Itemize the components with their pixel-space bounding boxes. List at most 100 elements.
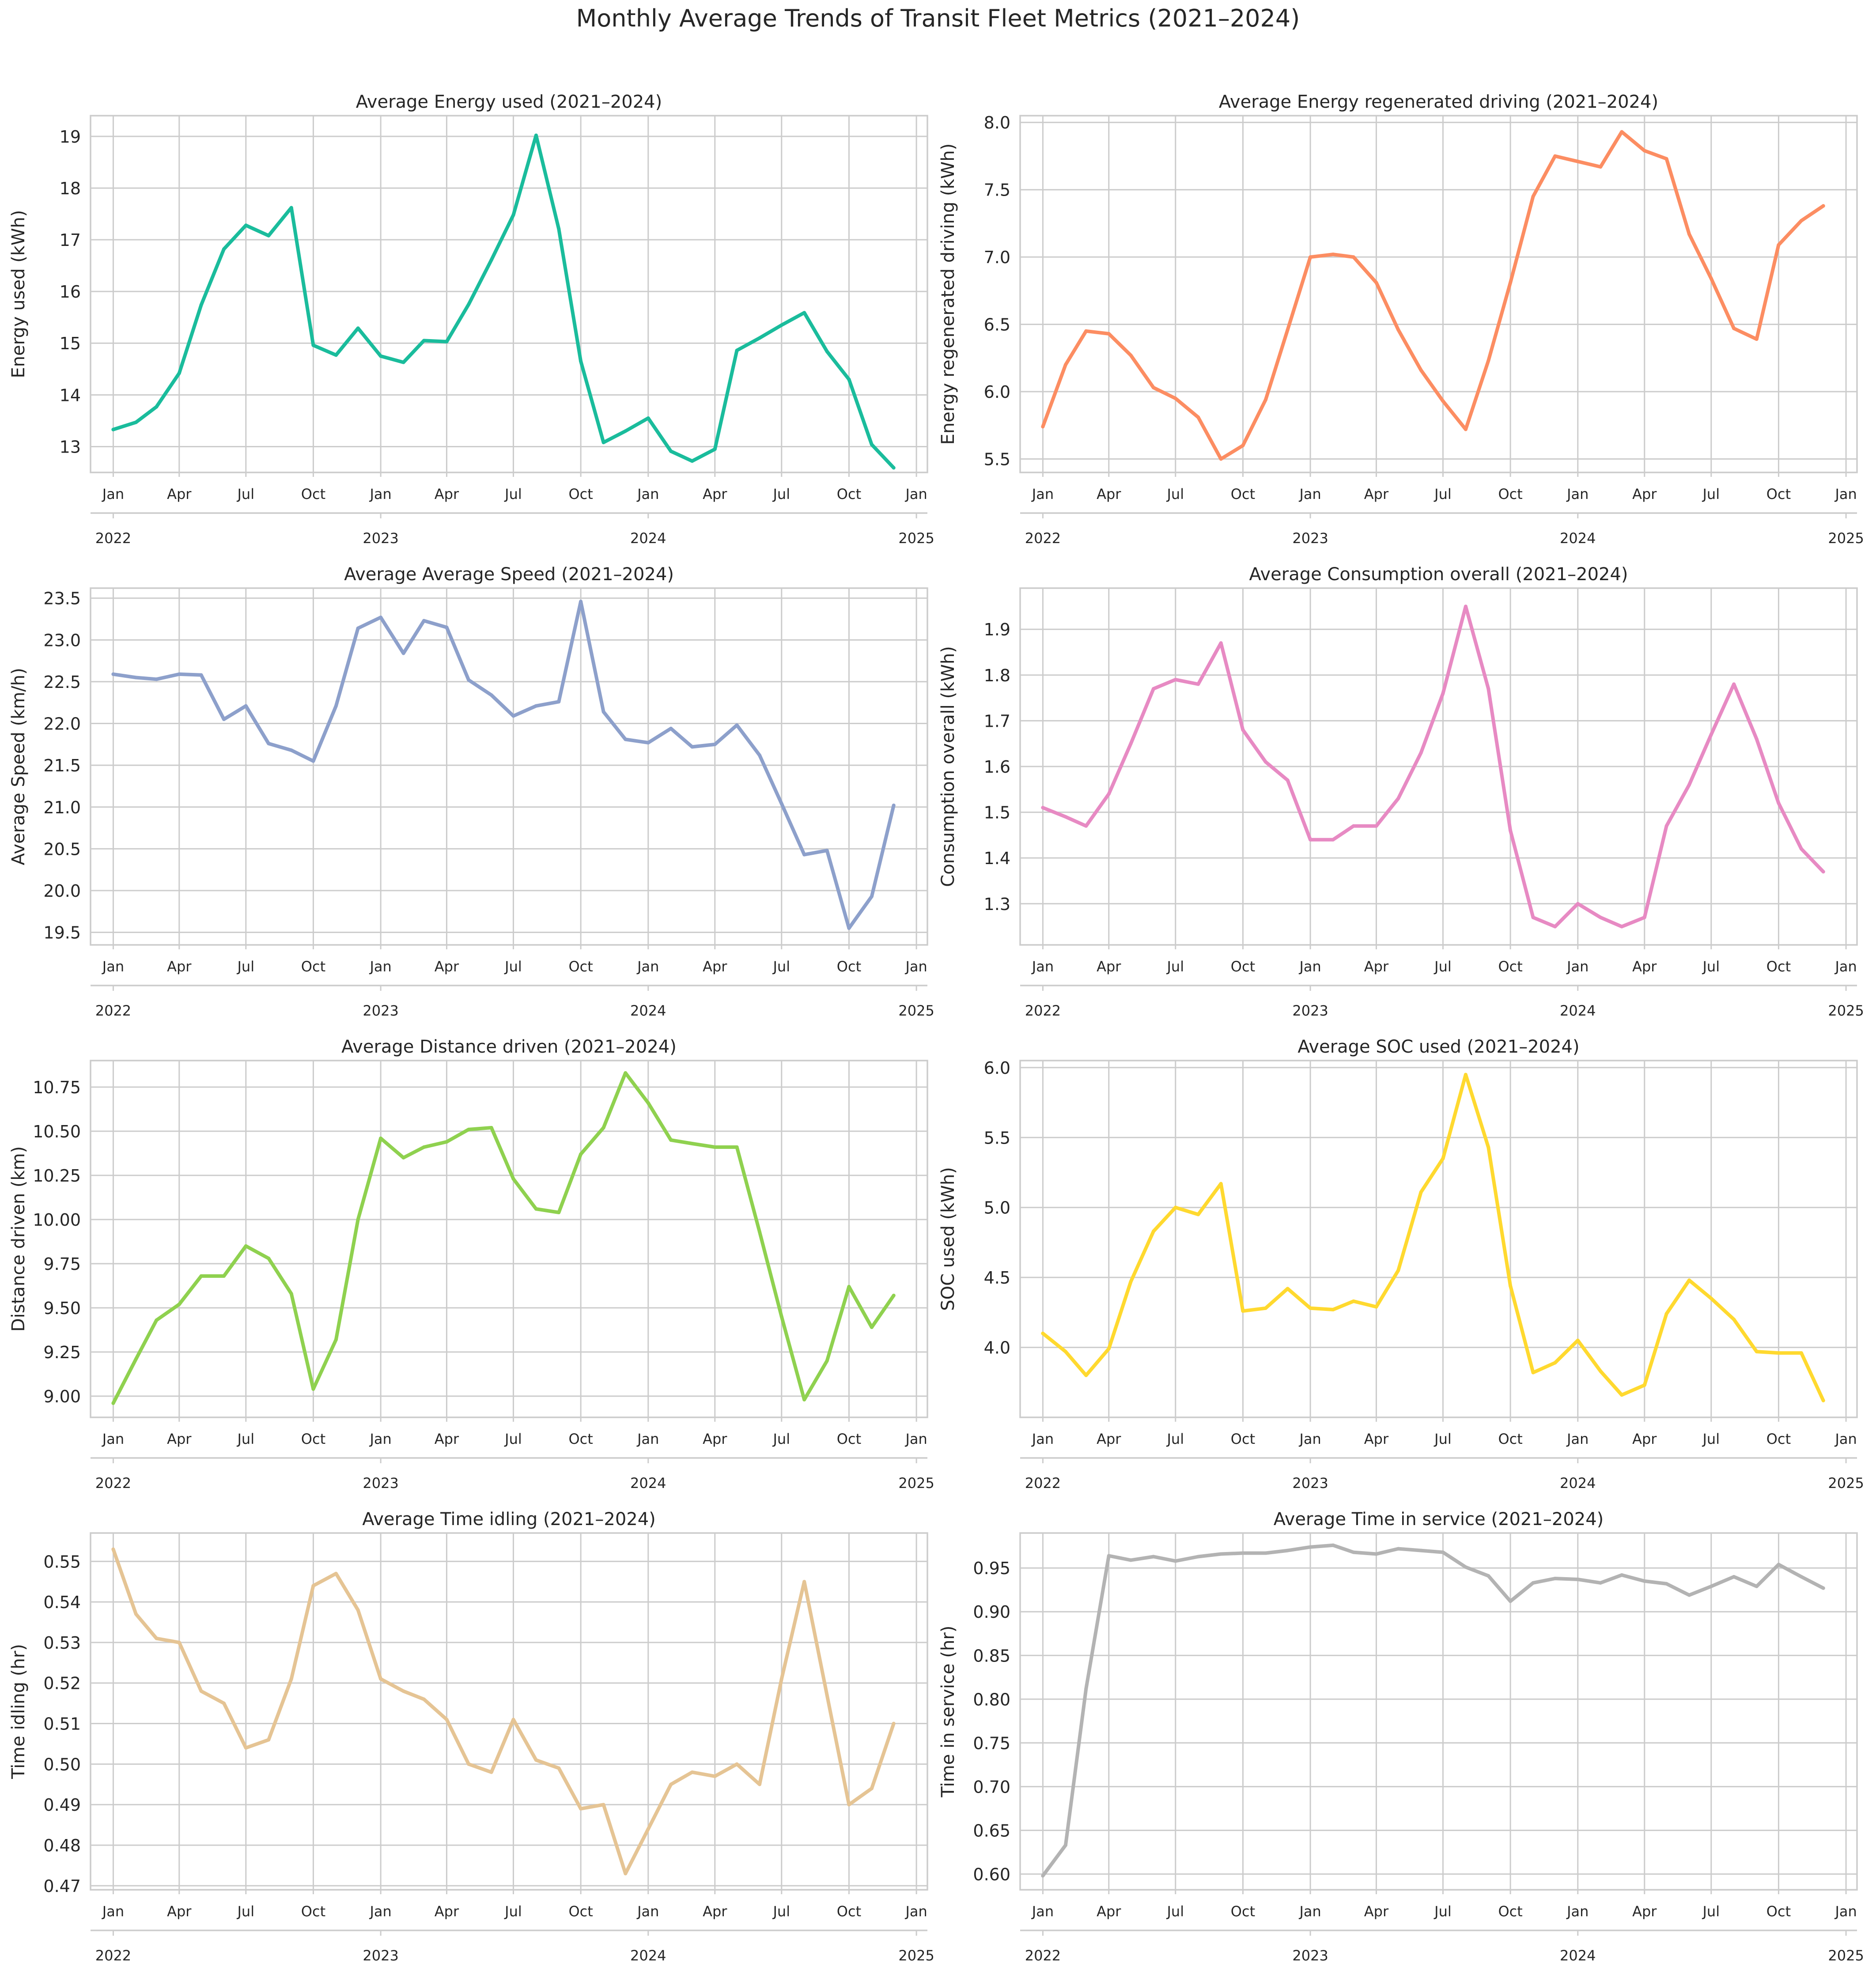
- y-tick-label: 23.0: [43, 631, 81, 650]
- data-point: [445, 1140, 449, 1144]
- y-tick-label: 0.70: [973, 1777, 1010, 1797]
- data-point: [422, 619, 426, 623]
- figure-title: Monthly Average Trends of Transit Fleet …: [576, 4, 1300, 32]
- data-point: [870, 1786, 874, 1790]
- data-point: [825, 849, 829, 853]
- data-point: [1084, 824, 1088, 828]
- y-tick-label: 4.0: [984, 1338, 1010, 1358]
- data-point: [779, 802, 783, 806]
- x-month-tick-label: Apr: [167, 958, 192, 975]
- series-line: [1041, 1072, 1825, 1402]
- data-point: [244, 704, 248, 708]
- x-year-tick-label: 2025: [898, 1947, 934, 1964]
- x-year-tick-label: 2022: [1025, 1002, 1061, 1019]
- data-point: [356, 626, 360, 630]
- data-point: [690, 745, 694, 749]
- data-point: [1620, 925, 1624, 929]
- y-axis-label: Time idling (hr): [8, 1644, 29, 1779]
- y-tick-label: 0.65: [973, 1821, 1010, 1840]
- x-month-tick-label: Apr: [1364, 958, 1389, 975]
- x-month-tick-label: Jul: [1702, 1431, 1720, 1447]
- data-point: [1464, 1072, 1468, 1076]
- x-month-tick-label: Apr: [435, 486, 459, 502]
- data-point: [1419, 751, 1423, 755]
- data-point: [1709, 276, 1713, 280]
- x-year-tick-label: 2025: [898, 1002, 934, 1019]
- data-point: [445, 1718, 449, 1722]
- data-point: [379, 616, 383, 619]
- subplot-title: Average Consumption overall (2021–2024): [1249, 564, 1628, 585]
- x-month-tick-label: Jan: [1031, 958, 1054, 975]
- x-month-tick-label: Jul: [504, 958, 522, 975]
- x-month-tick-label: Jul: [504, 1431, 522, 1447]
- data-point: [155, 677, 159, 681]
- data-point: [1196, 682, 1200, 686]
- data-point: [1531, 194, 1535, 198]
- data-point: [401, 651, 405, 655]
- data-point: [177, 1303, 181, 1306]
- data-point: [1173, 1559, 1177, 1563]
- data-point: [1331, 253, 1335, 257]
- plot-frame: [1019, 1060, 1858, 1418]
- data-point: [1152, 385, 1155, 389]
- data-point: [1219, 1182, 1223, 1186]
- data-point: [155, 405, 159, 409]
- x-month-tick-label: Jul: [504, 1903, 522, 1920]
- x-month-tick-label: Apr: [1097, 958, 1121, 975]
- y-tick-label: 0.60: [973, 1865, 1010, 1884]
- x-month-tick-label: Apr: [703, 486, 727, 502]
- subplot-6: Average SOC used (2021–2024) 4.0 4.5 5.0 5.5…: [938, 1037, 1864, 1492]
- data-point: [601, 710, 605, 714]
- y-tick-label: 18: [60, 179, 81, 198]
- x-year-tick-label: 2025: [1828, 1475, 1864, 1492]
- data-point: [222, 717, 226, 721]
- data-point: [1799, 1351, 1803, 1355]
- data-point: [1531, 915, 1535, 919]
- y-axis-label: Energy regenerated driving (kWh): [938, 143, 958, 445]
- x-month-tick-label: Jul: [1433, 958, 1452, 975]
- x-year-tick-label: 2023: [1292, 530, 1328, 547]
- x-month-tick-label: Apr: [435, 1903, 459, 1920]
- x-year-tick-label: 2025: [1828, 1947, 1864, 1964]
- data-point: [1219, 1552, 1223, 1556]
- x-month-tick-label: Jul: [1702, 486, 1720, 502]
- y-tick-label: 10.50: [33, 1122, 81, 1141]
- data-point: [1419, 1190, 1423, 1194]
- data-point: [1396, 1547, 1400, 1551]
- data-point: [779, 1677, 783, 1681]
- data-point: [1309, 1306, 1312, 1310]
- x-month-tick-label: Oct: [1231, 1903, 1255, 1920]
- data-point: [713, 742, 717, 746]
- data-point: [669, 1138, 673, 1142]
- y-tick-label: 7.5: [984, 181, 1010, 200]
- data-point: [1173, 678, 1177, 682]
- x-month-tick-label: Oct: [1766, 1431, 1791, 1447]
- data-point: [1821, 204, 1825, 208]
- data-point: [1286, 778, 1290, 782]
- y-tick-label: 0.53: [43, 1633, 81, 1653]
- x-month-tick-label: Jan: [1834, 486, 1857, 502]
- x-month-tick-label: Jan: [904, 1903, 927, 1920]
- x-month-tick-label: Jul: [1166, 958, 1184, 975]
- data-point: [1419, 368, 1423, 372]
- x-month-tick-label: Oct: [1498, 486, 1522, 502]
- data-point: [222, 247, 226, 251]
- data-point: [134, 676, 138, 680]
- y-tick-label: 21.5: [43, 756, 81, 775]
- x-month-tick-label: Oct: [1231, 958, 1255, 975]
- data-point: [870, 1325, 874, 1329]
- x-month-tick-label: Apr: [1097, 1903, 1121, 1920]
- data-point: [1107, 332, 1111, 336]
- data-point: [1620, 130, 1624, 134]
- data-point: [713, 1774, 717, 1778]
- data-point: [222, 1701, 226, 1705]
- x-month-tick-label: Apr: [167, 486, 192, 502]
- x-month-tick-label: Oct: [837, 1903, 861, 1920]
- data-point: [1553, 925, 1557, 929]
- x-month-tick-label: Oct: [1766, 1903, 1791, 1920]
- data-point: [1041, 1874, 1045, 1878]
- data-point: [1352, 1550, 1355, 1554]
- data-point: [557, 700, 561, 704]
- data-point: [1486, 1574, 1490, 1578]
- data-point: [1309, 838, 1312, 842]
